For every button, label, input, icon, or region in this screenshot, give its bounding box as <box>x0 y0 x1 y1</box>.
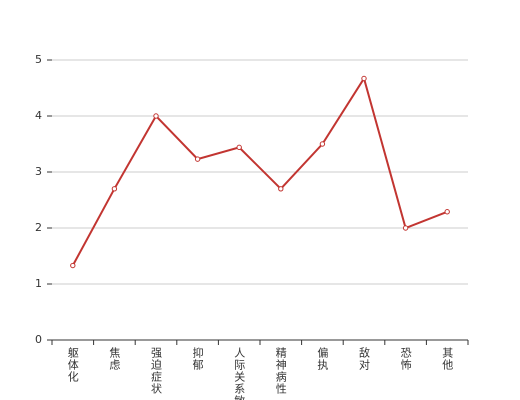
x-tick-label: 精神病性 <box>274 347 287 395</box>
point <box>153 113 159 119</box>
point <box>319 141 326 147</box>
x-tick-label: 恐怖 <box>399 347 412 371</box>
x-tick-label: 抑郁 <box>191 346 204 371</box>
point <box>361 75 367 82</box>
point <box>278 186 284 192</box>
point <box>70 262 76 269</box>
y-tick-label: 1 <box>35 277 42 290</box>
y-tick-label: 2 <box>35 221 42 234</box>
point <box>236 144 242 151</box>
x-tick-label: 偏执 <box>316 346 329 371</box>
point <box>444 209 450 215</box>
x-tick-label: 强迫症状 <box>150 347 163 395</box>
y-tick-label: 3 <box>35 165 42 178</box>
x-tick-label: 人际关系敏感 <box>233 347 246 400</box>
x-tick-label: 焦虑 <box>108 347 121 371</box>
x-tick-label: 躯体化 <box>66 347 79 383</box>
x-tick-label: 敌对 <box>358 346 371 371</box>
x-tick-label: 其他 <box>441 347 454 371</box>
point <box>111 186 118 192</box>
point <box>402 225 409 231</box>
y-tick-label: 5 <box>35 53 42 66</box>
y-tick-label: 4 <box>35 109 42 122</box>
point <box>194 156 201 162</box>
line <box>71 76 448 266</box>
y-tick-label: 0 <box>35 333 42 346</box>
